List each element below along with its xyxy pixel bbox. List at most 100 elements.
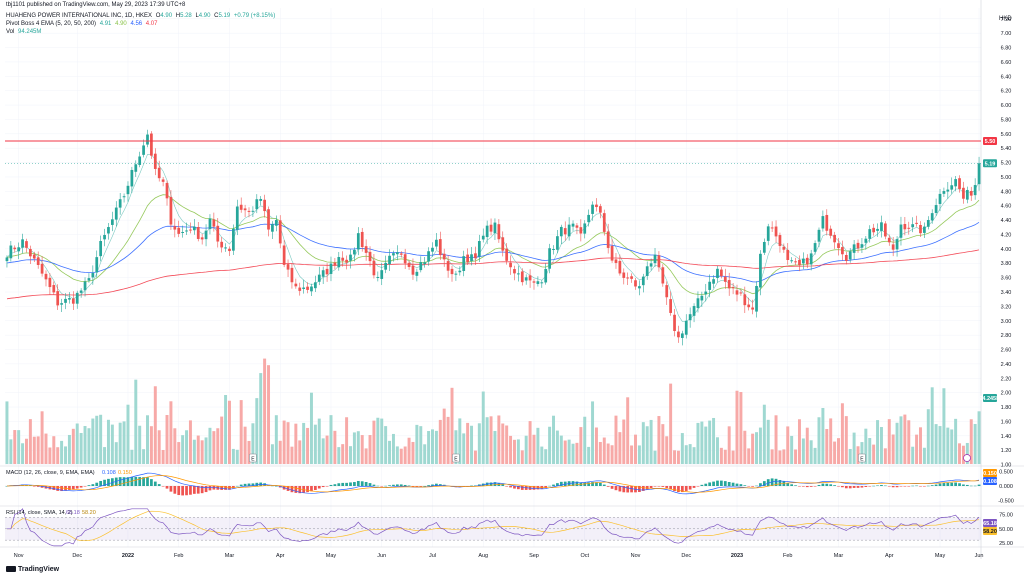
- macd-histogram-bar: [419, 486, 423, 487]
- time-axis-label: Jun: [975, 553, 984, 559]
- volume-bar: [216, 428, 220, 464]
- volume-bar: [840, 403, 844, 464]
- volume-bar: [852, 432, 856, 464]
- macd-histogram-bar: [684, 486, 688, 491]
- macd-histogram-bar: [165, 486, 169, 489]
- volume-bar: [181, 435, 185, 464]
- candle-body: [524, 277, 528, 281]
- ema-legend[interactable]: Pivot Boss 4 EMA (5, 20, 50, 200) 4.91 4…: [6, 21, 157, 27]
- candle: [680, 330, 684, 346]
- volume-bar: [965, 442, 969, 464]
- candle-body: [759, 253, 762, 288]
- macd-histogram-bar: [544, 486, 548, 488]
- time-axis-label: Mar: [834, 553, 844, 559]
- volume-bar: [294, 423, 298, 464]
- volume-bar: [67, 434, 71, 464]
- macd-histogram-bar: [563, 481, 567, 486]
- candle-body: [669, 299, 672, 313]
- candle: [126, 181, 130, 202]
- candle-body: [271, 224, 274, 232]
- volume-bar: [481, 391, 485, 464]
- price-tick-label: 5.80: [1001, 117, 1012, 123]
- price-tick-label: 2.00: [1001, 391, 1012, 397]
- macd-histogram-bar: [587, 482, 591, 486]
- time-axis-label: Feb: [783, 553, 792, 559]
- time-axis-label: Jul: [429, 553, 436, 559]
- volume-bar: [524, 435, 528, 464]
- candle: [5, 255, 9, 268]
- candle-body: [852, 244, 856, 253]
- candle: [540, 279, 544, 288]
- volume-bar: [130, 449, 134, 464]
- candle: [435, 232, 438, 250]
- volume-bar: [255, 398, 259, 464]
- time-axis-label: Apr: [276, 553, 285, 559]
- price-tick-label: 3.00: [1001, 319, 1012, 325]
- macd-histogram-bar: [735, 483, 739, 486]
- tradingview-logo[interactable]: TradingView: [6, 566, 59, 573]
- candle: [466, 248, 469, 265]
- candle-body: [688, 314, 692, 321]
- volume-bar: [879, 427, 883, 464]
- candle: [786, 243, 790, 265]
- macd-histogram-bar: [407, 485, 411, 487]
- candle: [802, 252, 805, 270]
- candle: [235, 199, 239, 236]
- candle-body: [934, 205, 938, 213]
- volume-bar: [60, 440, 64, 464]
- candle: [368, 246, 372, 267]
- volume-bar: [126, 404, 130, 464]
- volume-bar: [313, 424, 317, 464]
- candle-body: [809, 253, 813, 265]
- volume-legend[interactable]: Vol 94.245M: [6, 29, 41, 35]
- candle: [716, 265, 719, 283]
- candle: [79, 288, 83, 298]
- volume-bar: [321, 438, 325, 464]
- candle: [146, 129, 149, 148]
- candle: [185, 222, 188, 236]
- candle: [798, 255, 801, 272]
- volume-bar: [505, 425, 509, 464]
- candle: [567, 217, 571, 241]
- candle-body: [310, 286, 313, 292]
- candle: [868, 225, 872, 243]
- volume-bar: [778, 450, 782, 464]
- ema-line-ema5: [6, 154, 980, 322]
- macd-histogram-bar: [700, 484, 704, 486]
- volume-bar: [220, 416, 224, 464]
- ema-line-ema20: [6, 194, 980, 295]
- candle-body: [856, 242, 860, 249]
- candle-body: [399, 253, 403, 255]
- macd-histogram-bar: [821, 483, 825, 486]
- candle: [622, 268, 626, 285]
- candle: [150, 131, 153, 159]
- candle-body: [552, 248, 555, 250]
- candle-body: [17, 247, 21, 252]
- macd-histogram-bar: [887, 486, 891, 487]
- candle-body: [731, 287, 735, 289]
- volume-bar: [165, 415, 169, 464]
- candle: [153, 148, 157, 176]
- volume-bar: [306, 427, 310, 464]
- candle: [684, 314, 688, 339]
- candle-body: [274, 219, 278, 226]
- ohlc-line: HUAHENG POWER INTERNATIONAL INC, 1D, HKE…: [6, 13, 275, 19]
- candle: [294, 278, 298, 289]
- volume-bar: [317, 418, 321, 464]
- candle: [25, 238, 28, 253]
- candle: [192, 219, 196, 235]
- candle: [638, 280, 641, 296]
- volume-bar: [899, 416, 903, 464]
- macd-histogram-bar: [813, 486, 817, 487]
- candle: [513, 265, 516, 281]
- candle-body: [872, 227, 876, 233]
- volume-bar: [805, 427, 809, 464]
- candle: [751, 299, 754, 315]
- volume-bar: [298, 440, 302, 464]
- candle: [602, 209, 606, 236]
- candle-body: [747, 304, 751, 308]
- candle: [524, 274, 528, 285]
- macd-histogram-bar: [212, 486, 216, 490]
- macd-histogram-bar: [36, 486, 40, 487]
